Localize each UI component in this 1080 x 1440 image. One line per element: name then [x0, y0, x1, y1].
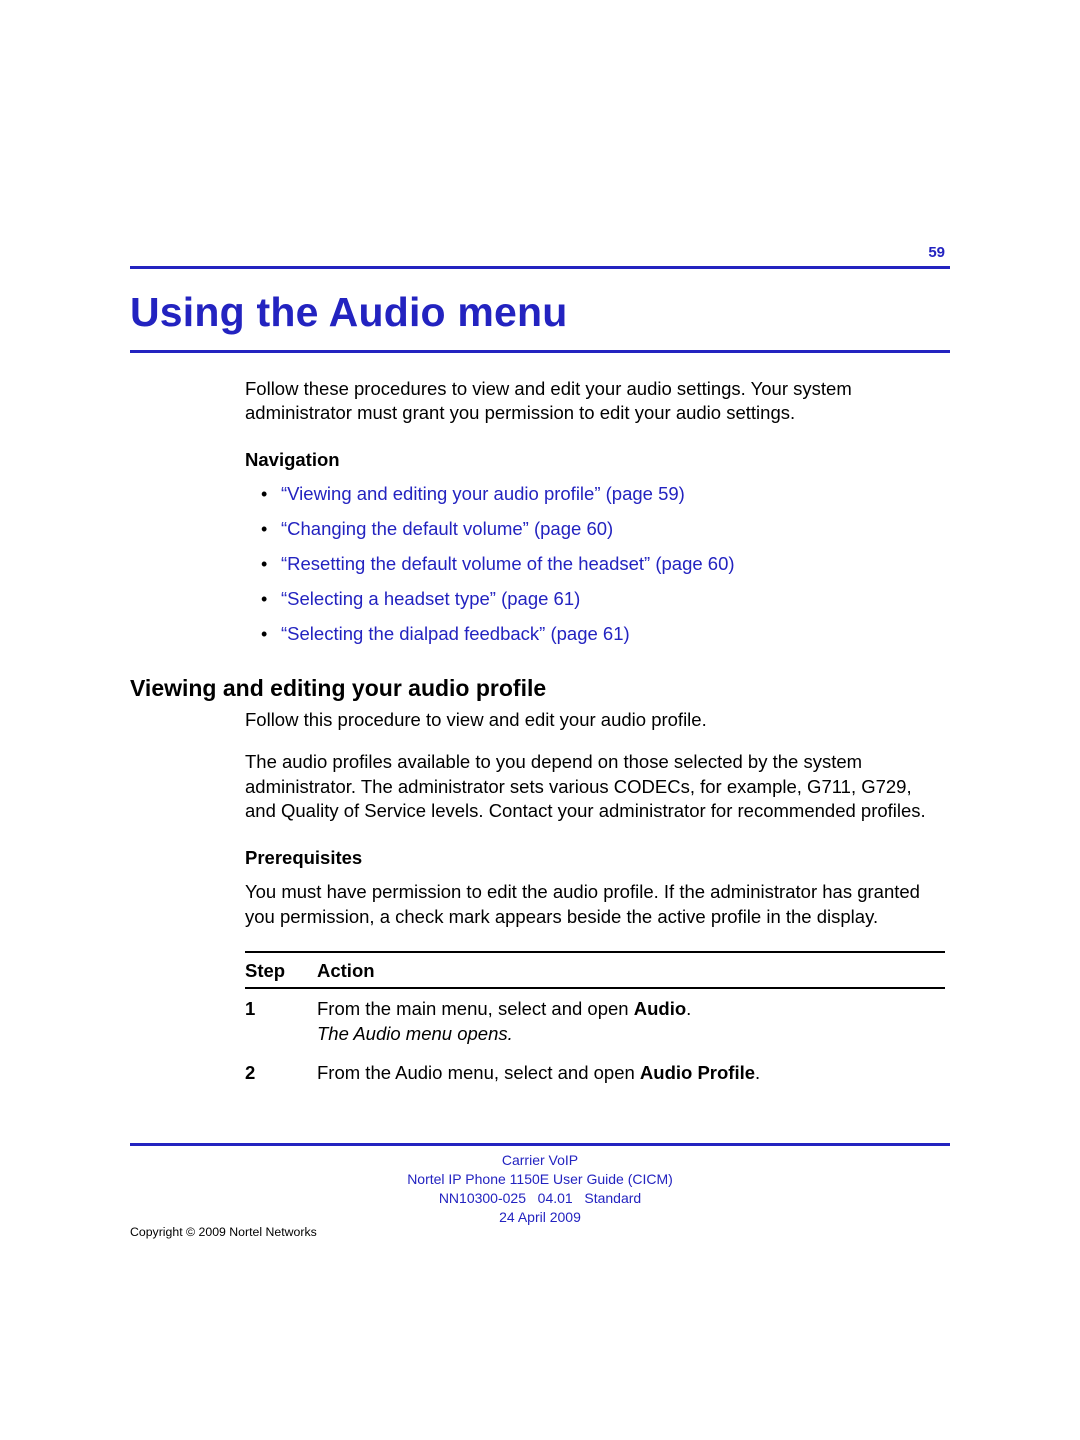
nav-link-item: “Viewing and editing your audio profile”… — [267, 482, 945, 507]
step-text: From the main menu, select and open — [317, 998, 634, 1019]
table-header-row: Step Action — [245, 953, 945, 987]
col-header-step: Step — [245, 959, 317, 983]
step-text: . — [755, 1062, 760, 1083]
step-action: From the Audio menu, select and open Aud… — [317, 1061, 945, 1086]
page-number: 59 — [928, 244, 945, 261]
chapter-title: Using the Audio menu — [130, 289, 950, 336]
prerequisites-paragraph: You must have permission to edit the aud… — [245, 880, 945, 929]
step-text-bold: Audio Profile — [640, 1062, 755, 1083]
footer-block: Carrier VoIP Nortel IP Phone 1150E User … — [0, 1151, 1080, 1227]
title-underline-rule — [130, 350, 950, 353]
footer-line: 24 April 2009 — [0, 1208, 1080, 1227]
section-paragraph: Follow this procedure to view and edit y… — [245, 708, 945, 732]
nav-link-item: “Resetting the default volume of the hea… — [267, 552, 945, 577]
nav-link-item: “Selecting a headset type” (page 61) — [267, 587, 945, 612]
copyright-text: Copyright © 2009 Nortel Networks — [130, 1225, 317, 1239]
step-text: . — [686, 998, 691, 1019]
step-number: 2 — [245, 1061, 317, 1086]
nav-link[interactable]: “Resetting the default volume of the hea… — [281, 553, 735, 574]
step-action: From the main menu, select and open Audi… — [317, 997, 945, 1047]
nav-link[interactable]: “Selecting the dialpad feedback” (page 6… — [281, 623, 630, 644]
intro-paragraph: Follow these procedures to view and edit… — [245, 377, 945, 426]
step-number: 1 — [245, 997, 317, 1047]
table-row: 1 From the main menu, select and open Au… — [245, 989, 945, 1053]
footer-line: NN10300-025 04.01 Standard — [0, 1189, 1080, 1208]
prerequisites-heading: Prerequisites — [245, 846, 945, 870]
section-heading: Viewing and editing your audio profile — [130, 675, 950, 702]
table-row: 2 From the Audio menu, select and open A… — [245, 1053, 945, 1092]
footer-line: Nortel IP Phone 1150E User Guide (CICM) — [0, 1170, 1080, 1189]
step-text-bold: Audio — [634, 998, 686, 1019]
col-header-action: Action — [317, 959, 945, 983]
navigation-list: “Viewing and editing your audio profile”… — [245, 482, 945, 647]
step-text: From the Audio menu, select and open — [317, 1062, 640, 1083]
step-result: The Audio menu opens. — [317, 1023, 513, 1044]
nav-link-item: “Selecting the dialpad feedback” (page 6… — [267, 622, 945, 647]
steps-table: Step Action 1 From the main menu, select… — [245, 951, 945, 1092]
nav-link[interactable]: “Viewing and editing your audio profile”… — [281, 483, 685, 504]
document-page: 59 Using the Audio menu Follow these pro… — [0, 0, 1080, 1440]
section-body: Follow this procedure to view and edit y… — [245, 708, 945, 1092]
nav-link[interactable]: “Changing the default volume” (page 60) — [281, 518, 613, 539]
nav-link-item: “Changing the default volume” (page 60) — [267, 517, 945, 542]
nav-link[interactable]: “Selecting a headset type” (page 61) — [281, 588, 580, 609]
top-rule — [130, 266, 950, 269]
footer-rule — [130, 1143, 950, 1146]
navigation-heading: Navigation — [245, 448, 945, 472]
body-column: Follow these procedures to view and edit… — [245, 377, 945, 647]
footer-line: Carrier VoIP — [0, 1151, 1080, 1170]
section-paragraph: The audio profiles available to you depe… — [245, 750, 945, 823]
